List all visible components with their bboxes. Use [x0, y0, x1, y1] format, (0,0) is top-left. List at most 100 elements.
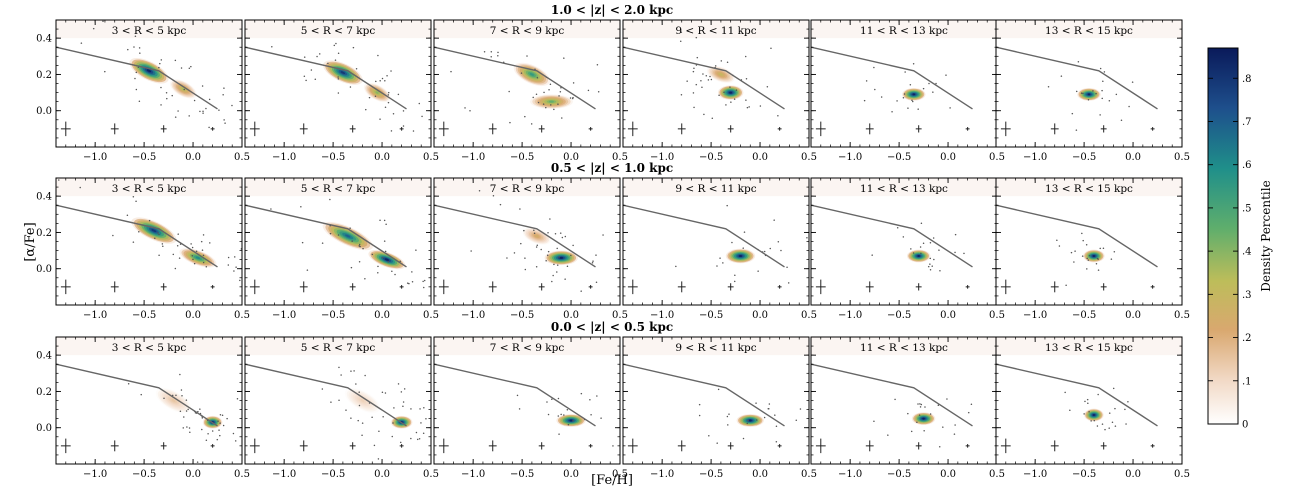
- scatter-point: [205, 266, 208, 268]
- scatter-point: [894, 398, 896, 401]
- scatter-point: [963, 252, 965, 255]
- scatter-point: [402, 125, 405, 127]
- scatter-point: [547, 250, 550, 253]
- scatter-point: [535, 265, 538, 268]
- panel-background-band: [245, 178, 431, 197]
- scatter-point: [127, 383, 130, 385]
- scatter-point: [744, 55, 747, 58]
- scatter-point: [929, 269, 932, 271]
- scatter-point: [233, 270, 235, 272]
- scatter-point: [358, 243, 361, 246]
- density-contour: [1092, 255, 1096, 258]
- density-layer: [811, 204, 973, 295]
- scatter-point: [1113, 251, 1116, 253]
- x-tick-label: 0.0: [374, 469, 390, 480]
- scatter-point: [902, 236, 905, 238]
- colorbar-label: Density Percentile: [1259, 180, 1273, 291]
- scatter-point: [1064, 391, 1066, 394]
- scatter-point: [410, 408, 412, 410]
- panel: −1.0 −0.5 0.0 0.5 11 < R < 13 kpc: [810, 177, 1005, 321]
- scatter-point: [1125, 423, 1127, 425]
- scatter-point: [536, 244, 539, 246]
- dividing-line: [623, 363, 785, 427]
- scatter-point: [942, 426, 944, 428]
- scatter-point: [572, 420, 574, 422]
- scatter-point: [572, 244, 574, 247]
- x-tick-label: −1.0: [838, 310, 862, 321]
- scatter-point: [384, 79, 386, 82]
- density-contour: [195, 256, 201, 260]
- scatter-point: [357, 419, 359, 422]
- scatter-point: [757, 270, 759, 272]
- scatter-point: [545, 260, 547, 262]
- scatter-point: [516, 394, 519, 397]
- panel-label: 9 < R < 11 kpc: [675, 342, 756, 354]
- dividing-line: [245, 46, 407, 110]
- scatter-point: [422, 280, 424, 283]
- density-layer: [56, 363, 239, 463]
- scatter-point: [422, 432, 425, 435]
- panel-background-band: [245, 337, 431, 356]
- scatter-point: [1086, 398, 1089, 401]
- scatter-point: [205, 107, 207, 110]
- scatter-point: [201, 417, 204, 419]
- scatter-point: [338, 399, 340, 402]
- y-tick-label: 0.2: [36, 228, 52, 239]
- scatter-point: [387, 261, 390, 263]
- x-tick-label: 0.0: [563, 469, 579, 480]
- scatter-point: [205, 439, 208, 441]
- density-contour: [738, 255, 743, 258]
- scatter-point: [1124, 408, 1126, 411]
- density-contour: [340, 71, 346, 74]
- scatter-point: [946, 398, 948, 400]
- panel-background: [996, 337, 1182, 464]
- scatter-point: [768, 408, 770, 410]
- density-contour: [922, 417, 925, 420]
- scatter-point: [780, 249, 782, 252]
- scatter-point: [139, 52, 141, 54]
- scatter-point: [134, 35, 137, 37]
- scatter-point: [202, 234, 205, 236]
- scatter-point: [938, 249, 940, 251]
- scatter-point: [911, 99, 913, 102]
- density-contour: [344, 234, 351, 238]
- scatter-point: [1103, 71, 1106, 73]
- x-tick-label: −1.0: [272, 310, 296, 321]
- x-tick-label: −0.5: [1072, 310, 1096, 321]
- scatter-point: [425, 417, 427, 420]
- scatter-point: [350, 266, 353, 269]
- scatter-point: [907, 412, 909, 415]
- scatter-point: [202, 110, 204, 113]
- scatter-point: [602, 234, 604, 236]
- scatter-point: [490, 56, 492, 58]
- scatter-point: [79, 186, 81, 189]
- colorbar-tick-label: .2: [1242, 333, 1252, 344]
- scatter-point: [1071, 112, 1074, 115]
- scatter-point: [383, 240, 386, 242]
- scatter-point: [391, 435, 394, 438]
- scatter-point: [954, 233, 957, 236]
- density-contour: [917, 255, 920, 258]
- scatter-point: [912, 252, 915, 254]
- density-contour: [1087, 93, 1091, 96]
- scatter-point: [680, 94, 683, 96]
- x-tick-label: 0.5: [612, 310, 628, 321]
- x-tick-label: 0.5: [612, 469, 628, 480]
- panel: −1.0 −0.5 0.0 0.5 13 < R < 15 kpc: [995, 19, 1190, 163]
- panel-background: [623, 178, 809, 305]
- scatter-point: [1077, 61, 1080, 63]
- panel-background-band: [996, 178, 1182, 197]
- x-tick-label: −0.5: [321, 152, 345, 163]
- panel: −1.0 −0.5 0.0 0.5 5 < R < 7 kpc: [244, 177, 439, 321]
- scatter-point: [300, 206, 302, 208]
- scatter-point: [378, 430, 380, 433]
- panel-background: [56, 178, 242, 305]
- scatter-point: [747, 419, 749, 422]
- scatter-point: [1128, 105, 1130, 108]
- panel-label: 3 < R < 5 kpc: [112, 183, 187, 195]
- scatter-point: [140, 393, 142, 396]
- x-tick-label: −1.0: [272, 152, 296, 163]
- density-layer: [245, 363, 427, 460]
- scatter-point: [561, 117, 563, 119]
- x-tick-label: −1.0: [1023, 469, 1047, 480]
